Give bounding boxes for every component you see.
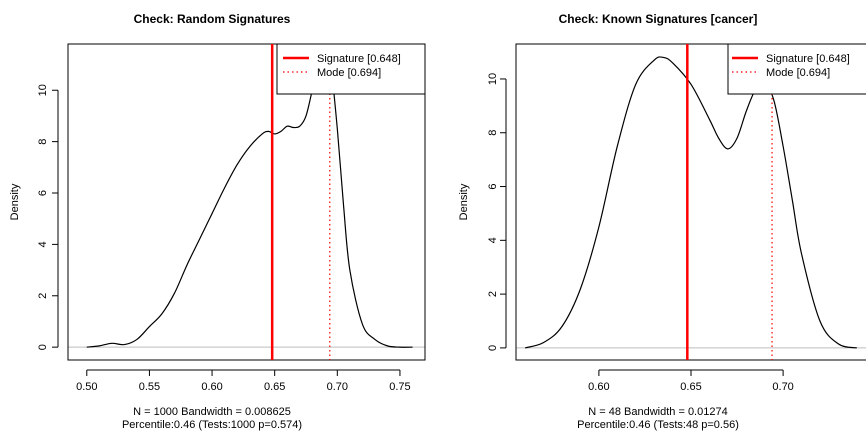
y-tick-label: 10 (487, 73, 499, 85)
y-tick-label: 6 (37, 190, 49, 196)
x-axis-label-line: Percentile:0.46 (Tests:1000 p=0.574) (122, 419, 302, 431)
y-axis-label: Density (458, 183, 470, 220)
panel-known-signatures: Check: Known Signatures [cancer] Density 0… (458, 12, 866, 431)
legend-box (727, 43, 866, 95)
legend-box (276, 43, 426, 95)
y-tick-label: 8 (37, 139, 49, 145)
x-tick-label: 0.70 (327, 381, 348, 393)
chart-title: Check: Random Signatures (134, 12, 291, 26)
legend-mode-label: Mode [0.694] (317, 67, 381, 79)
legend-mode-label: Mode [0.694] (766, 67, 830, 79)
y-tick-label: 6 (487, 183, 499, 189)
legend-signature-label: Signature [0.648] (317, 53, 401, 65)
y-tick-label: 8 (487, 130, 499, 136)
x-axis-label-line: N = 1000 Bandwidth = 0.008625 (133, 406, 291, 418)
x-tick-label: 0.70 (772, 381, 793, 393)
x-tick-label: 0.55 (139, 381, 160, 393)
x-tick-label: 0.60 (588, 381, 609, 393)
x-tick-label: 0.65 (680, 381, 701, 393)
x-tick-label: 0.75 (389, 381, 410, 393)
y-tick-label: 0 (37, 344, 49, 350)
x-axis-label-line: N = 48 Bandwidth = 0.01274 (588, 406, 727, 418)
legend-signature-label: Signature [0.648] (766, 53, 850, 65)
y-tick-label: 4 (487, 237, 499, 243)
y-tick-label: 2 (37, 293, 49, 299)
y-axis-label: Density (9, 183, 21, 220)
chart-title: Check: Known Signatures [cancer] (559, 12, 758, 26)
x-tick-label: 0.65 (264, 381, 285, 393)
x-axis-label-line: Percentile:0.46 (Tests:48 p=0.56) (577, 419, 739, 431)
plot-frame (67, 43, 426, 361)
y-tick-label: 2 (487, 291, 499, 297)
y-tick-label: 4 (37, 241, 49, 247)
density-curve (86, 53, 413, 348)
panel-random-signatures: Check: Random Signatures Density 0.50 0.55 0… (9, 12, 426, 431)
y-tick-label: 0 (487, 345, 499, 351)
x-tick-label: 0.60 (201, 381, 222, 393)
density-curve (525, 56, 857, 349)
y-tick-label: 10 (37, 84, 49, 96)
plot-frame (515, 43, 866, 361)
x-tick-label: 0.50 (76, 381, 97, 393)
